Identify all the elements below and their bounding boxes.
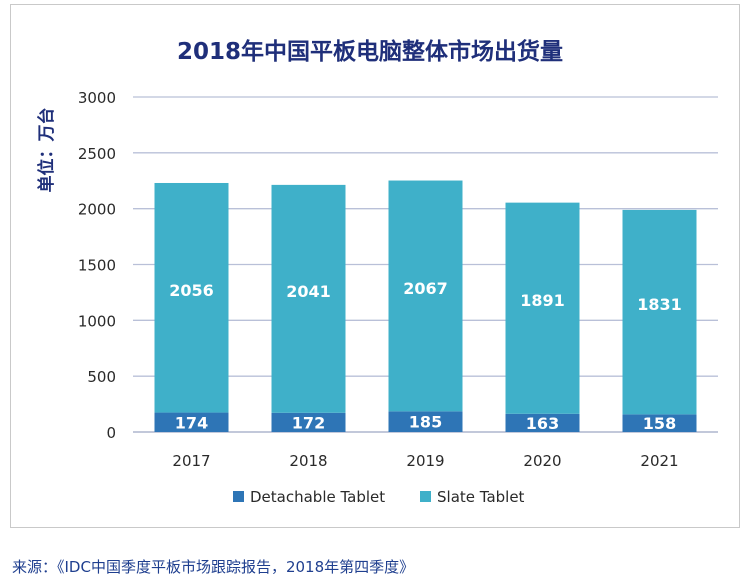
y-tick-labels: 0 500 1000 1500 2000 2500 3000 xyxy=(78,89,116,442)
data-label: 174 xyxy=(175,413,208,432)
x-tick-labels: 2017 2018 2019 2020 2021 xyxy=(172,452,678,470)
data-label: 2067 xyxy=(403,279,448,298)
legend-swatch xyxy=(420,491,431,502)
data-label: 185 xyxy=(409,413,442,432)
y-tick-label: 1500 xyxy=(78,257,116,275)
bar-slate xyxy=(154,182,229,413)
bar-detachable xyxy=(271,412,346,432)
legend-swatch xyxy=(233,491,244,502)
y-tick-label: 1000 xyxy=(78,312,116,330)
bars: 174 2056 172 2041 185 2067 163 1891 158 1831 xyxy=(154,180,697,433)
legend-label: Detachable Tablet xyxy=(250,488,385,506)
data-label: 158 xyxy=(643,414,676,433)
bar-slate xyxy=(622,209,697,415)
x-tick-label: 2021 xyxy=(640,452,678,470)
bar-detachable xyxy=(154,412,229,432)
chart-title: 2018年中国平板电脑整体市场出货量 xyxy=(177,38,563,65)
y-tick-label: 2500 xyxy=(78,145,116,163)
bar-detachable xyxy=(622,414,697,432)
x-tick-label: 2017 xyxy=(172,452,210,470)
stacked-bar-chart: 2018年中国平板电脑整体市场出货量 单位：万台 0 500 1000 1500 200… xyxy=(36,38,718,506)
bar-detachable xyxy=(388,411,463,432)
legend-label: Slate Tablet xyxy=(437,488,525,506)
data-label: 2041 xyxy=(286,282,331,301)
source-note: 来源：《IDC中国季度平板市场跟踪报告，2018年第四季度》 xyxy=(12,558,415,576)
data-label: 1891 xyxy=(520,291,565,310)
data-label: 1831 xyxy=(637,295,682,314)
data-label: 163 xyxy=(526,414,559,433)
data-label: 2056 xyxy=(169,281,214,300)
chart-frame xyxy=(10,4,740,528)
x-tick-label: 2018 xyxy=(289,452,327,470)
bar-detachable xyxy=(505,413,580,432)
y-tick-label: 0 xyxy=(106,424,116,442)
y-tick-label: 3000 xyxy=(78,89,116,107)
x-tick-label: 2020 xyxy=(523,452,561,470)
legend: Detachable Tablet Slate Tablet xyxy=(233,488,525,506)
y-tick-label: 500 xyxy=(87,368,116,386)
data-label: 172 xyxy=(292,413,325,432)
bar-slate xyxy=(505,202,580,414)
y-tick-label: 2000 xyxy=(78,201,116,219)
x-tick-label: 2019 xyxy=(406,452,444,470)
bar-slate xyxy=(388,180,463,412)
bar-slate xyxy=(271,184,346,413)
y-axis-label: 单位：万台 xyxy=(36,108,57,193)
